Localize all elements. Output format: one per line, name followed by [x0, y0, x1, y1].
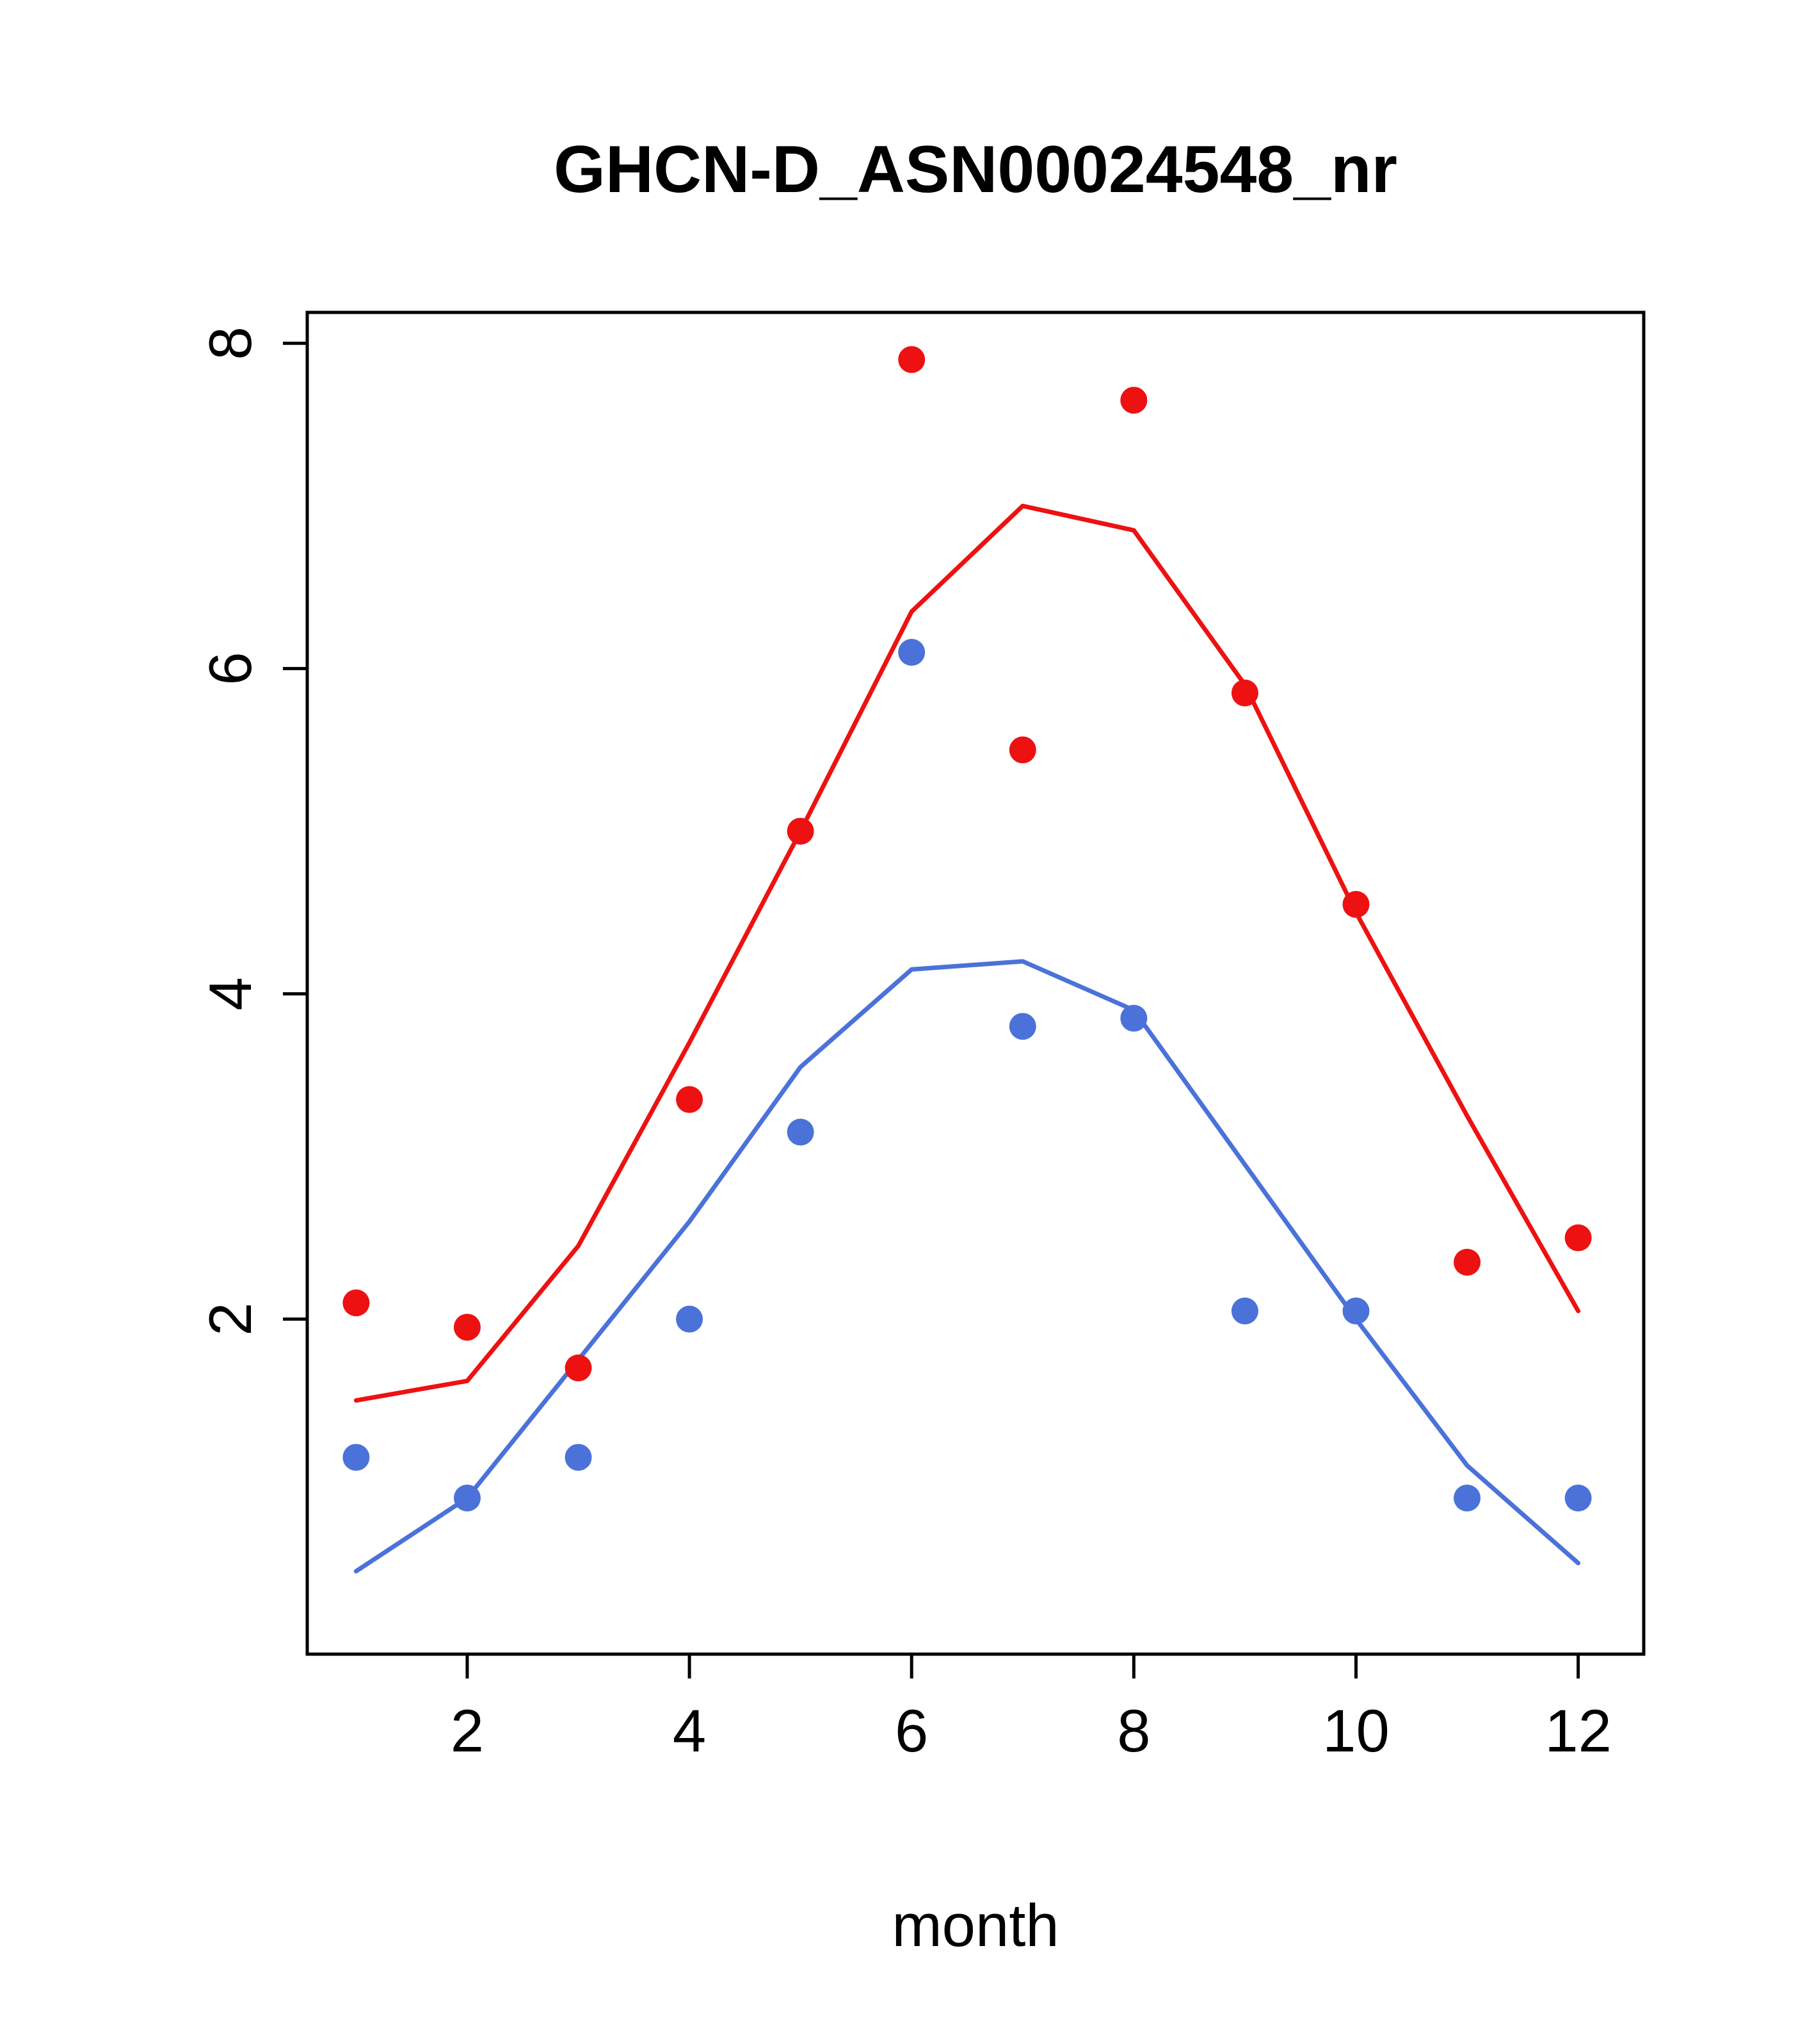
y-tick-label: 6: [197, 652, 264, 685]
blue-points-point: [1231, 1297, 1258, 1324]
blue-points-point: [676, 1305, 703, 1333]
y-tick-label: 4: [197, 977, 264, 1010]
blue-points-point: [1454, 1485, 1481, 1512]
blue-points-point: [1120, 1004, 1148, 1032]
x-tick-label: 12: [1545, 1697, 1612, 1764]
red-points-point: [1009, 736, 1036, 764]
x-tick-label: 10: [1322, 1697, 1390, 1764]
blue-points-point: [1009, 1013, 1036, 1040]
x-tick-label: 2: [451, 1697, 484, 1764]
x-tick-label: 4: [673, 1697, 706, 1764]
red-points-point: [787, 817, 814, 845]
x-tick-label: 8: [1117, 1697, 1150, 1764]
red-points-point: [1342, 890, 1370, 918]
blue-points-point: [787, 1118, 814, 1146]
x-axis-label: month: [892, 1892, 1059, 1959]
red-points-point: [342, 1289, 370, 1317]
blue-points-point: [565, 1444, 592, 1471]
blue-points-point: [1342, 1297, 1370, 1324]
blue-points-point: [342, 1444, 370, 1471]
red-points-point: [1454, 1248, 1481, 1276]
chart-title: GHCN-D_ASN00024548_nr: [554, 133, 1397, 207]
plot-area: 2 4 6 8 10 12 2 4 6 8: [197, 310, 1646, 1764]
red-points-point: [453, 1314, 481, 1341]
red-points-point: [898, 346, 926, 373]
red-points-point: [676, 1086, 703, 1113]
y-tick-label: 2: [197, 1302, 264, 1335]
red-points-point: [1231, 679, 1258, 707]
red-points-point: [1564, 1224, 1592, 1251]
blue-points-point: [453, 1485, 481, 1512]
y-tick-label: 8: [197, 326, 264, 360]
blue-points-point: [898, 638, 926, 666]
plot-box: [305, 310, 1646, 1656]
red-points-point: [1120, 387, 1148, 414]
x-tick-label: 6: [895, 1697, 928, 1764]
red-points-point: [565, 1354, 592, 1381]
blue-fit-line: [353, 959, 1581, 1573]
red-fit-line: [353, 503, 1581, 1403]
blue-points-point: [1564, 1485, 1592, 1512]
